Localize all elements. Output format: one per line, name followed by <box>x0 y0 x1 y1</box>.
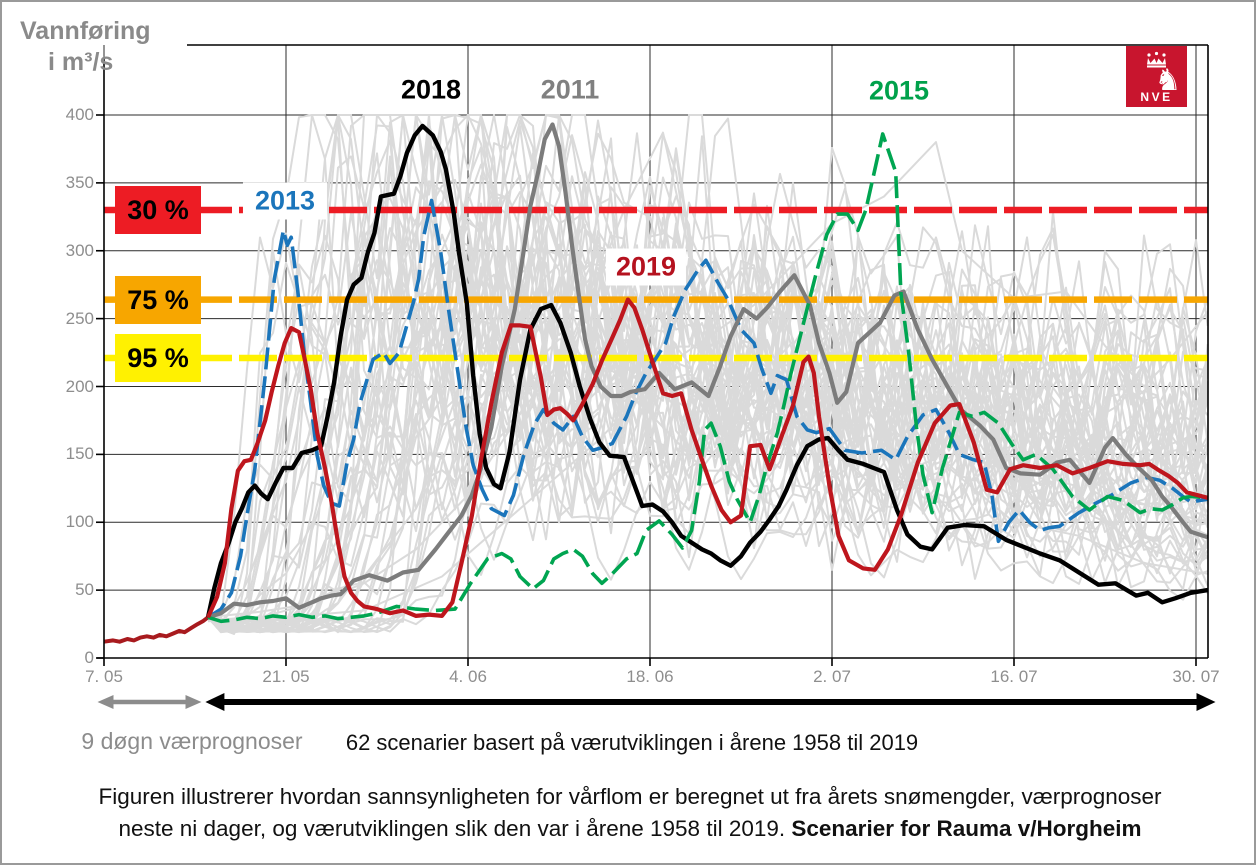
scenario-line <box>207 245 1208 633</box>
scenario-line <box>207 114 1209 633</box>
scenario-line <box>207 125 1209 633</box>
series-line-2011 <box>207 122 1209 620</box>
series-line-2015 <box>207 132 1208 624</box>
series-line-2019 <box>206 297 1209 619</box>
scenario-line <box>207 420 1209 633</box>
scenario-arrow <box>205 693 1216 711</box>
arrowhead-left-icon <box>205 693 225 711</box>
scenario-line <box>207 315 1208 626</box>
scenario-cloud <box>207 114 1209 635</box>
scenario-line <box>207 227 1209 634</box>
series-line-2018 <box>205 123 1209 618</box>
arrowhead-left-icon <box>97 695 114 709</box>
scenario-line <box>207 114 1209 633</box>
forecast-arrow <box>97 695 202 709</box>
arrowhead-right-icon <box>1196 693 1216 711</box>
scenario-line <box>207 114 1209 633</box>
axes <box>96 44 1209 666</box>
observed-line <box>103 615 210 644</box>
arrowhead-right-icon <box>185 695 202 709</box>
